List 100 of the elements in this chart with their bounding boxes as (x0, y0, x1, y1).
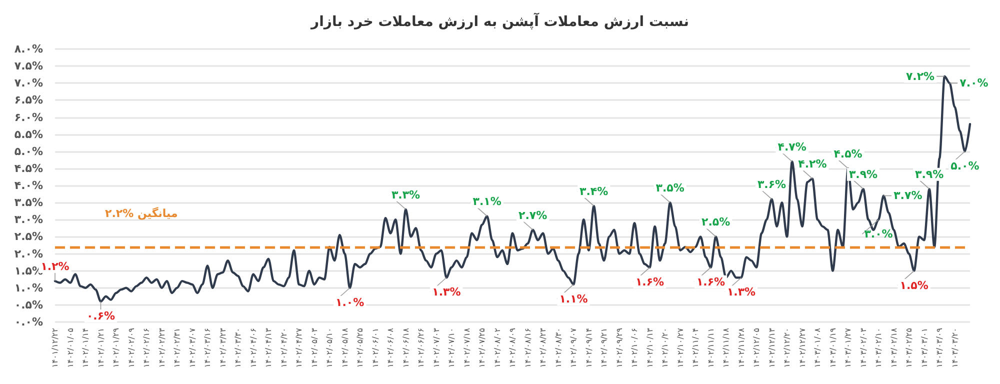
x-tick-label: ۱۴۰۲/۰۳/۰۷ (188, 327, 197, 368)
x-tick-label: ۱۴۰۳/۰۱/۱۹ (828, 328, 838, 368)
data-label: ۳.۱% (472, 195, 502, 208)
y-tick-label: ۶.۰% (14, 110, 43, 124)
x-tick-label: ۱۴۰۲/۰۶/۰۸ (386, 327, 395, 368)
x-tick-label: ۱۴۰۲/۰۳/۱۶ (203, 328, 212, 368)
x-tick-label: ۱۴۰۲/۰۳/۳۰ (234, 328, 242, 368)
x-tick-label: ۱۴۰۱/۱۲/۲۲ (50, 328, 60, 368)
y-tick-label: ۱.۰% (14, 281, 43, 294)
y-tick-label: ۵.۵% (14, 128, 43, 141)
data-label: ۴.۲% (798, 158, 827, 171)
data-label: ۱.۵% (900, 278, 928, 292)
x-tick-label: ۱۴۰۲/۰۵/۰۳ (310, 327, 319, 368)
x-tick-label: ۱۴۰۲/۰۱/۲۹ (112, 328, 120, 368)
x-tick-label: ۱۴۰۲/۱۰/۲۷ (676, 327, 685, 368)
x-tick-label: ۱۴۰۲/۰۸/۰۲ (492, 328, 502, 368)
x-tick-label: ۱۴۰۲/۰۸/۲۳ (538, 327, 548, 368)
data-label: ۳.۶% (757, 178, 786, 192)
x-tick-label: ۱۴۰۲/۰۴/۲۰ (279, 328, 288, 368)
y-tick-label: ۴.۵% (14, 162, 43, 175)
data-label: ۳.۵% (656, 182, 684, 195)
x-tick-label: ۱۴۰۲/۱۰/۰۶ (630, 328, 639, 368)
x-tick-label: ۱۴۰۲/۱۱/۱۸ (722, 327, 730, 368)
y-tick-label: ۳.۰% (14, 213, 43, 226)
x-tick-label: ۱۴۰۲/۰۵/۱۸ (340, 327, 350, 368)
x-tick-label: ۱۴۰۳/۰۳/۲۰ (950, 328, 960, 368)
x-tick-label: ۱۴۰۲/۰۹/۱۴ (584, 328, 594, 368)
x-tick-label: ۱۴۰۳/۰۱/۰۸ (813, 327, 822, 368)
x-tick-label: ۱۴۰۲/۱۱/۱۱ (706, 328, 716, 368)
x-tick-label: ۱۴۰۲/۱۲/۲۰ (782, 328, 792, 368)
x-tick-label: ۱۴۰۲/۰۲/۱۶ (142, 328, 151, 368)
data-label: ۳.۷% (894, 189, 922, 202)
x-tick-label: ۱۴۰۲/۰۱/۲۱ (96, 328, 106, 368)
x-tick-label: ۱۴۰۲/۱۲/۲۷ (798, 327, 807, 368)
x-tick-label: ۱۴۰۲/۰۲/۳۱ (172, 328, 182, 368)
x-tick-label: ۱۴۰۲/۰۸/۰۹ (508, 328, 517, 368)
x-tick-label: ۱۴۰۳/۰۲/۱۸ (889, 327, 898, 368)
x-tick-label: ۱۴۰۲/۰۲/۲۳ (157, 327, 166, 368)
chart-title: نسبت ارزش معاملات آپشن به ارزش معاملات خرد بازار (310, 12, 689, 30)
x-tick-label: ۱۴۰۳/۰۲/۲۵ (904, 328, 914, 368)
y-tick-label: ۰.۰% (14, 316, 43, 328)
data-label: ۱.۰% (336, 296, 364, 309)
y-tick-label: ۲.۵% (14, 230, 43, 244)
data-label: ۷.۲% (906, 70, 935, 83)
x-tick-label: ۱۴۰۳/۰۲/۰۳ (858, 327, 868, 368)
x-tick-label: ۱۴۰۲/۰۴/۲۷ (294, 327, 304, 368)
x-tick-label: ۱۴۰۲/۰۳/۲۳ (218, 327, 228, 368)
x-tick-label: ۱۴۰۲/۰۸/۱۶ (523, 328, 532, 368)
data-label: ۴.۷% (778, 140, 806, 154)
data-label: ۴.۵% (834, 147, 862, 160)
x-tick-label: ۱۴۰۲/۰۱/۰۵ (66, 328, 75, 368)
data-label: ۳.۰% (864, 228, 893, 241)
y-tick-label: ۷.۵% (14, 60, 43, 73)
x-tick-label: ۱۴۰۲/۰۷/۱۰ (447, 328, 456, 368)
x-tick-label: ۱۴۰۲/۰۴/۰۶ (248, 328, 258, 368)
x-tick-label: ۱۴۰۲/۰۶/۰۱ (370, 328, 380, 368)
y-tick-label: ۷.۰% (14, 76, 43, 90)
x-tick-label: ۱۴۰۲/۰۵/۱۰ (325, 328, 334, 368)
x-tick-label: ۱۴۰۲/۱۰/۱۳ (645, 327, 654, 368)
ref-line-label: ۲.۲% میانگین (105, 206, 178, 220)
x-tick-label: ۱۴۰۲/۰۵/۲۵ (356, 328, 364, 368)
data-label: ۳.۳% (391, 188, 420, 202)
data-label: ۵.۰% (950, 159, 980, 172)
y-tick-label: ۰.۵% (14, 298, 43, 312)
data-label: ۲.۵% (702, 216, 730, 229)
data-label: ۳.۹% (848, 168, 878, 181)
x-tick-label: ۱۴۰۲/۰۸/۳۰ (554, 328, 563, 368)
x-tick-label: ۱۴۰۲/۱۲/۰۵ (752, 328, 761, 368)
data-label: ۰.۶% (86, 310, 116, 323)
y-tick-label: ۴.۰% (14, 179, 43, 192)
x-tick-label: ۱۴۰۲/۱۱/۰۴ (691, 328, 700, 368)
x-tick-label: ۱۴۰۲/۰۹/۲۱ (600, 328, 608, 368)
data-label: ۱.۳% (726, 286, 756, 299)
data-label: ۱.۱% (559, 292, 588, 306)
x-tick-label: ۱۴۰۲/۰۹/۰۷ (569, 327, 578, 368)
y-tick-label: ۳.۵% (14, 196, 43, 210)
data-label: ۱.۲% (40, 260, 70, 274)
data-label: ۳.۴% (580, 184, 608, 198)
x-tick-label: ۱۴۰۲/۰۴/۱۳ (264, 327, 273, 368)
x-tick-label: ۱۴۰۳/۰۱/۲۷ (844, 327, 852, 368)
x-tick-label: ۱۴۰۳/۰۳/۰۹ (935, 328, 944, 368)
x-tick-label: ۱۴۰۲/۰۲/۰۹ (126, 328, 136, 368)
data-label: ۷.۰% (960, 76, 988, 90)
x-tick-label: ۱۴۰۲/۰۷/۱۸ (462, 327, 472, 368)
y-tick-label: ۲.۰% (14, 247, 43, 260)
y-tick-label: ۶.۵% (14, 94, 43, 107)
x-tick-label: ۱۴۰۲/۰۶/۱۸ (401, 327, 410, 368)
y-tick-label: ۵.۰% (14, 144, 43, 158)
y-tick-label: ۸.۰% (14, 42, 43, 56)
x-tick-label: ۱۴۰۲/۰۷/۰۳ (432, 327, 441, 368)
data-label: ۳.۹% (915, 168, 944, 181)
x-tick-label: ۱۴۰۲/۰۱/۱۴ (81, 328, 90, 368)
x-tick-label: ۱۴۰۳/۰۳/۰۱ (920, 328, 929, 368)
x-tick-label: ۱۴۰۲/۱۰/۲۰ (660, 328, 670, 368)
x-tick-label: ۱۴۰۲/۰۹/۲۹ (614, 328, 624, 368)
x-tick-label: ۱۴۰۲/۱۲/۱۳ (767, 327, 776, 368)
data-label: ۲.۷% (518, 208, 548, 222)
data-label: ۱.۳% (432, 286, 461, 299)
data-label: ۱.۶% (635, 275, 664, 288)
x-tick-label: ۱۴۰۲/۱۱/۲۸ (736, 327, 746, 368)
